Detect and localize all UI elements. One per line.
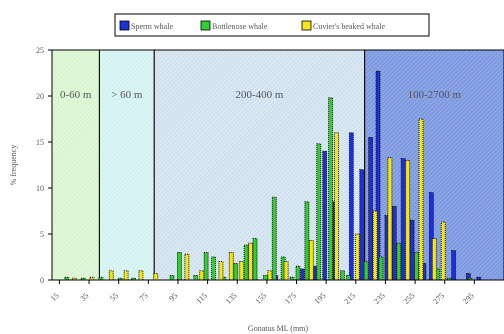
- bar-cuvier-s-beaked-whale: [123, 270, 129, 281]
- y-tick-label: 0: [40, 276, 44, 285]
- bar-cuvier-s-beaked-whale: [71, 277, 77, 281]
- bar-bottlenose-whale: [193, 274, 199, 281]
- region-hatch-60-m: [99, 50, 155, 280]
- bar-cuvier-s-beaked-whale: [228, 251, 234, 281]
- bar-bottlenose-whale: [345, 274, 351, 281]
- region-hatch-0-60-m: [52, 50, 100, 280]
- bar-sperm-whale: [368, 136, 374, 281]
- bar-sperm-whale: [451, 250, 457, 281]
- x-tick-label: 215: [342, 291, 357, 306]
- bar-cuvier-s-beaked-whale: [218, 261, 224, 281]
- y-axis-label: % frequency: [9, 145, 18, 186]
- bar-bottlenose-whale: [211, 256, 216, 281]
- y-tick-label: 20: [36, 92, 44, 101]
- bar-bottlenose-whale: [340, 270, 345, 281]
- bar-cuvier-s-beaked-whale: [334, 132, 339, 281]
- legend: Sperm whale Bottlenose whale Cuvier's be…: [114, 13, 430, 37]
- bar-bottlenose-whale: [328, 97, 334, 281]
- bar-sperm-whale: [322, 150, 328, 281]
- bar-sperm-whale: [428, 192, 434, 281]
- legend-label-sperm-whale: Sperm whale: [131, 22, 173, 31]
- x-tick-label: 295: [461, 291, 476, 306]
- legend-label-bottlenose-whale: Bottlenose whale: [212, 22, 268, 31]
- region-label-0-60-m: 0-60 m: [60, 89, 92, 101]
- legend-swatch-sperm-whale: [119, 20, 130, 31]
- bar-bottlenose-whale: [378, 256, 384, 281]
- bar-cuvier-s-beaked-whale: [372, 210, 378, 281]
- bar-bottlenose-whale: [467, 277, 473, 281]
- bar-sperm-whale: [400, 158, 406, 281]
- bar-cuvier-s-beaked-whale: [199, 270, 205, 281]
- bar-bottlenose-whale: [176, 251, 182, 281]
- x-tick-label: 35: [78, 291, 90, 303]
- bar-cuvier-s-beaked-whale: [138, 270, 144, 281]
- bar-cuvier-s-beaked-whale: [283, 261, 289, 281]
- x-tick-label: 95: [167, 291, 179, 303]
- bar-bottlenose-whale: [363, 261, 369, 281]
- x-tick-label: 175: [283, 291, 298, 306]
- bar-cuvier-s-beaked-whale: [108, 270, 114, 281]
- bar-cuvier-s-beaked-whale: [267, 270, 273, 281]
- y-tick-label: 25: [36, 46, 44, 55]
- bar-sperm-whale: [391, 205, 397, 281]
- bar-bottlenose-whale: [131, 277, 136, 281]
- bar-cuvier-s-beaked-whale: [387, 157, 393, 281]
- bar-bottlenose-whale: [169, 274, 175, 281]
- bar-bottlenose-whale: [233, 262, 239, 281]
- bar-bottlenose-whale: [304, 201, 310, 281]
- region-label-100-2700-m: 100-2700 m: [408, 89, 462, 101]
- x-tick-label: 275: [431, 291, 446, 306]
- bar-cuvier-s-beaked-whale: [184, 253, 190, 281]
- bar-sperm-whale: [409, 219, 415, 281]
- bar-bottlenose-whale: [316, 143, 322, 281]
- x-axis-label: Gonatus ML (mm): [248, 324, 308, 333]
- x-tick-label: 15: [49, 291, 61, 303]
- region-label-60-m: > 60 m: [111, 89, 143, 101]
- bar-sperm-whale: [348, 132, 354, 281]
- bar-bottlenose-whale: [295, 265, 301, 281]
- bar-bottlenose-whale: [262, 274, 268, 281]
- bar-sperm-whale: [300, 268, 305, 281]
- bar-bottlenose-whale: [396, 242, 402, 281]
- bar-cuvier-s-beaked-whale: [440, 221, 446, 281]
- x-tick-label: 155: [253, 291, 268, 306]
- bar-bottlenose-whale: [446, 277, 452, 281]
- bar-bottlenose-whale: [414, 251, 420, 281]
- x-tick-label: 115: [194, 291, 209, 306]
- x-tick-label: 75: [138, 291, 150, 303]
- legend-label-cuviers-beaked-whale: Cuvier's beaked whale: [313, 22, 386, 31]
- bar-bottlenose-whale: [252, 238, 258, 281]
- bar-cuvier-s-beaked-whale: [153, 273, 159, 281]
- bar-bottlenose-whale: [271, 196, 277, 281]
- legend-swatch-bottlenose-whale: [200, 20, 211, 31]
- x-tick-label: 255: [402, 291, 417, 306]
- bar-bottlenose-whale: [117, 277, 123, 281]
- bar-cuvier-s-beaked-whale: [431, 238, 437, 281]
- y-tick-label: 5: [40, 230, 44, 239]
- bar-cuvier-s-beaked-whale: [308, 239, 314, 281]
- x-tick-label: 195: [313, 291, 328, 306]
- bar-bottlenose-whale: [80, 277, 86, 281]
- region-label-200-400-m: 200-400 m: [235, 89, 283, 101]
- bar-bottlenose-whale: [203, 251, 209, 281]
- y-tick-label: 10: [36, 184, 44, 193]
- legend-swatch-cuviers-beaked-whale: [301, 20, 312, 31]
- bar-bottlenose-whale: [243, 244, 249, 281]
- bar-cuvier-s-beaked-whale: [405, 159, 411, 281]
- bar-cuvier-s-beaked-whale: [354, 233, 360, 281]
- bar-sperm-whale: [359, 169, 365, 281]
- bar-cuvier-s-beaked-whale: [418, 118, 424, 281]
- x-tick-label: 55: [108, 291, 120, 303]
- legend-box: [114, 13, 430, 37]
- y-axis: 0 5 10 15 20 25: [36, 46, 53, 285]
- x-axis: 15 35 55 75 95 115 135 155 175 195 215 235 255 275 295: [49, 279, 504, 306]
- x-tick-label: 135: [224, 291, 239, 306]
- x-tick-label: 235: [372, 291, 387, 306]
- bar-cuvier-s-beaked-whale: [248, 242, 254, 281]
- bar-cuvier-s-beaked-whale: [239, 261, 245, 281]
- y-tick-label: 15: [36, 138, 44, 147]
